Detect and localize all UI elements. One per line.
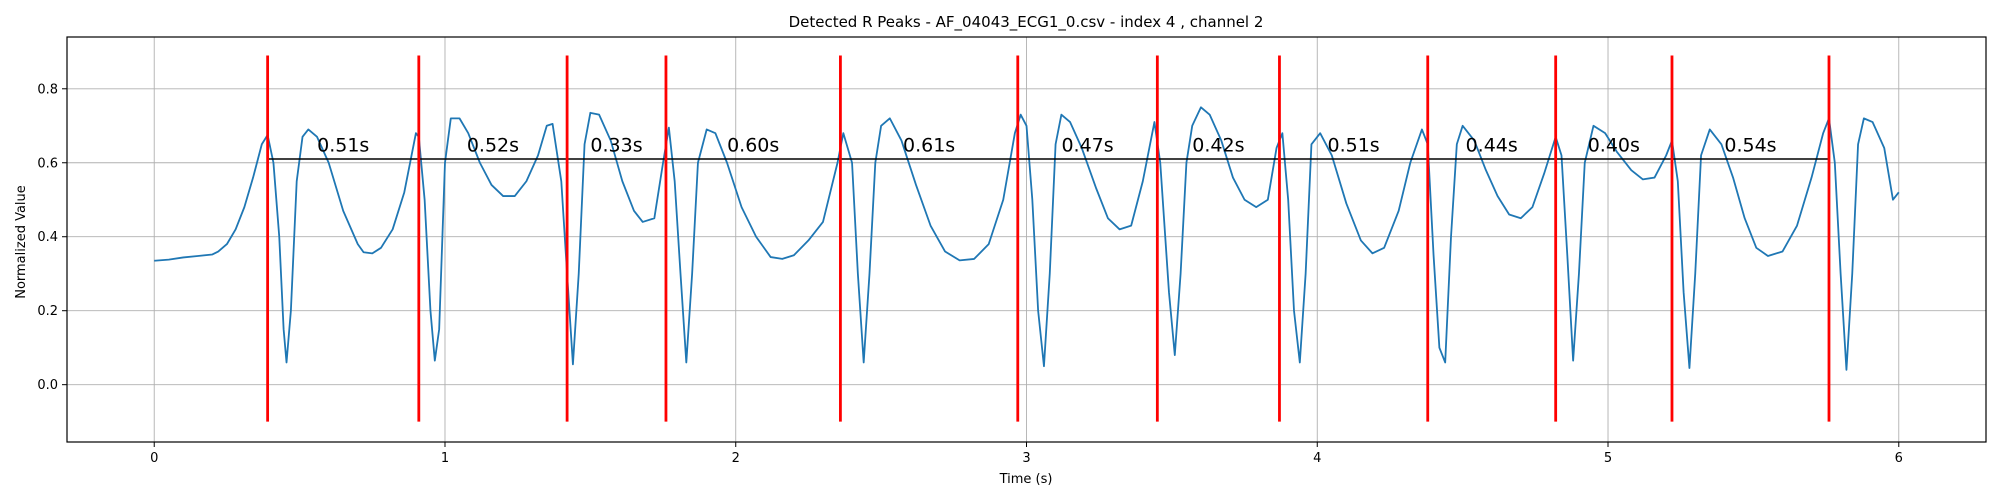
rr-interval-label: 0.52s: [467, 135, 519, 157]
interval-layer: 0.51s 0.52s 0.33s 0.60s 0.61s 0.47s 0.42s 0.51s…: [266, 135, 1830, 174]
grid-layer: [67, 37, 1986, 442]
chart-title: Detected R Peaks - AF_04043_ECG1_0.csv -…: [789, 13, 1264, 32]
rr-interval-label: 0.44s: [1466, 135, 1518, 157]
r-peak-layer: [266, 55, 1831, 422]
rr-interval-label: 0.61s: [903, 135, 955, 157]
rr-interval-label: 0.51s: [1327, 135, 1379, 157]
ecg-signal-line: [154, 106, 1900, 371]
x-tick-label: 1: [441, 451, 449, 466]
rr-interval-label: 0.51s: [317, 135, 369, 157]
y-tick-label: 0.4: [37, 230, 58, 245]
x-tick-label: 0: [150, 451, 158, 466]
rr-interval-label: 0.60s: [727, 135, 779, 157]
y-tick-label: 0.6: [37, 156, 58, 171]
x-tick-label: 4: [1313, 451, 1321, 466]
y-tick-label: 0.8: [37, 82, 58, 97]
ecg-series-layer: [154, 106, 1900, 371]
x-tick-label: 6: [1895, 451, 1903, 466]
rr-interval-label: 0.42s: [1192, 135, 1244, 157]
y-tick-label: 0.0: [37, 378, 58, 393]
x-tick-label: 3: [1022, 451, 1030, 466]
rr-interval-label: 0.33s: [590, 135, 642, 157]
rr-interval-label: 0.54s: [1724, 135, 1776, 157]
x-tick-label: 5: [1604, 451, 1612, 466]
rr-interval-label: 0.40s: [1588, 135, 1640, 157]
rr-interval-label: 0.47s: [1061, 135, 1113, 157]
x-tick-label: 2: [732, 451, 740, 466]
y-axis-label: Normalized Value: [14, 185, 29, 299]
y-tick-label: 0.2: [37, 304, 58, 319]
x-axis-label: Time (s): [999, 472, 1053, 487]
plot-frame: [66, 36, 1987, 443]
tick-layer: 0 1 2 3 4 5 6 0.0 0.2 0.4 0.6 0.8: [37, 82, 1903, 466]
